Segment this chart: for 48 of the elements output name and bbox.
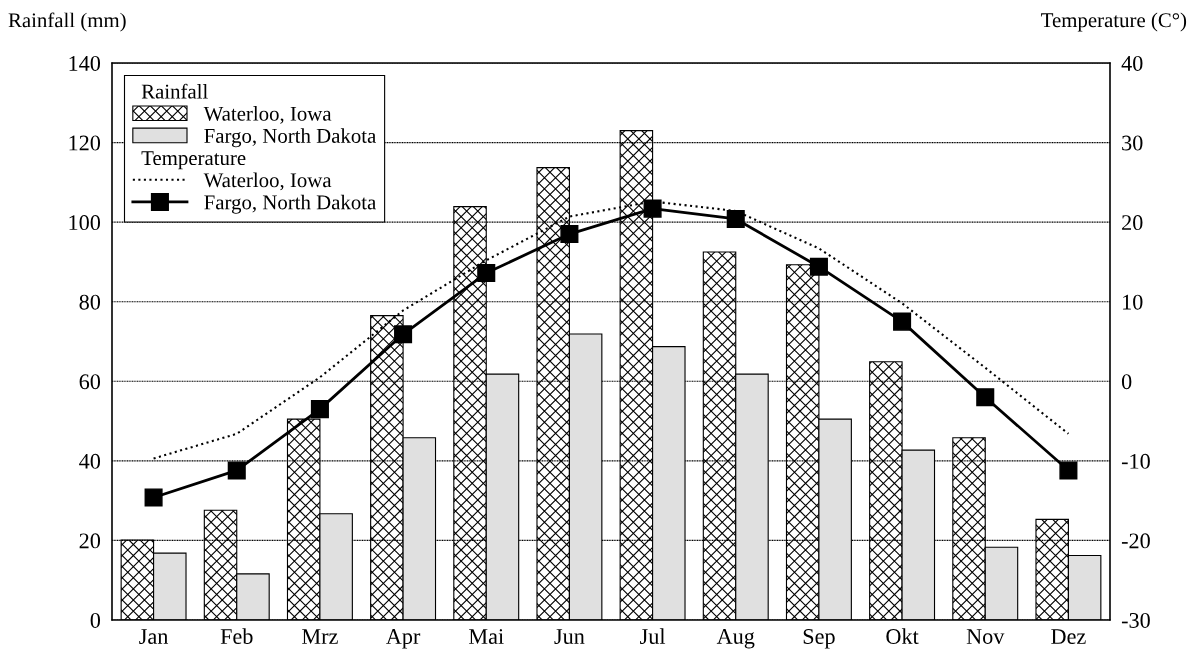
- x-tick-label: Aug: [716, 629, 755, 649]
- point: [560, 225, 579, 244]
- x-tick-label: Apr: [386, 629, 421, 649]
- point: [394, 325, 413, 344]
- y-tick-label: 80: [79, 294, 101, 310]
- point: [643, 199, 662, 218]
- x-tick-label: Dez: [1051, 629, 1086, 644]
- point: [144, 488, 163, 507]
- y2-tick-label: 20: [1122, 215, 1143, 231]
- annotation: Temperature: [141, 151, 246, 170]
- legend-label: Fargo, North Dakota: [204, 194, 377, 214]
- x-tick-label: Sep: [803, 629, 835, 649]
- legend-label: Fargo, North Dakota: [204, 128, 377, 148]
- legend-label: Waterloo, Iowa: [203, 106, 332, 124]
- y-tick-label: 120: [69, 135, 101, 151]
- y-tick-label: 100: [69, 215, 101, 231]
- y2-tick-label: -20: [1121, 533, 1150, 549]
- y-tick-label: 40: [79, 453, 101, 469]
- y2-tick-label: -30: [1121, 612, 1150, 628]
- y2-tick-label: 30: [1122, 135, 1143, 151]
- point: [1059, 461, 1078, 480]
- y-tick-label: 0: [90, 612, 101, 628]
- x-tick-label: Feb: [220, 628, 253, 644]
- y2-tick-label: 0: [1121, 374, 1132, 390]
- point: [726, 209, 745, 228]
- y-axis-title: Rainfall (mm): [8, 12, 126, 32]
- x-tick-label: Nov: [966, 629, 1005, 644]
- y-tick-label: 60: [79, 374, 101, 390]
- x-tick-label: Jul: [640, 628, 666, 644]
- y-tick-label: 140: [69, 55, 101, 71]
- y2-axis-title: Temperature (C°): [1041, 12, 1187, 32]
- legend-title: Rainfall: [141, 83, 208, 99]
- point: [976, 388, 995, 407]
- x-tick-label: Mai: [468, 629, 504, 644]
- point: [893, 312, 912, 331]
- point: [227, 461, 246, 480]
- y-tick-label: 20: [79, 533, 101, 549]
- legend-label: Waterloo, Iowa: [203, 172, 332, 191]
- y2-tick-label: 10: [1123, 294, 1143, 310]
- y2-tick-label: 40: [1121, 55, 1143, 71]
- x-tick-label: Jun: [554, 629, 585, 644]
- x-tick-label: Okt: [886, 628, 919, 644]
- point: [310, 400, 329, 419]
- x-tick-label: Jan: [139, 629, 169, 644]
- x-tick-label: Mrz: [302, 629, 338, 644]
- y2-tick-label: -10: [1121, 453, 1150, 469]
- point: [809, 257, 828, 276]
- point: [477, 264, 496, 283]
